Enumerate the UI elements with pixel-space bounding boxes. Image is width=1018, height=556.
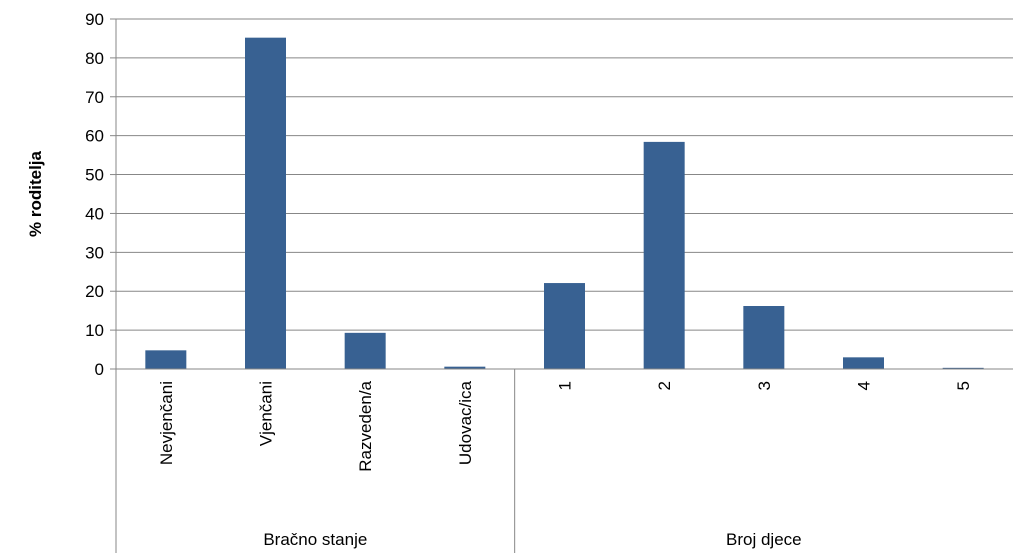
y-tick-label: 30 [85,243,104,262]
x-tick-label: Udovac/ica [456,380,475,465]
y-tick-labels: 0 10 20 30 40 50 60 70 80 90 [85,10,104,379]
x-tick-label: 5 [954,381,973,390]
axes [110,18,1013,553]
x-tick-label: 1 [556,381,575,390]
x-tick-label: Razveden/a [356,380,375,471]
group-labels: Bračno stanje Broj djece [263,530,801,549]
y-tick-label: 80 [85,49,104,68]
x-tick-labels: Nevjenčani Vjenčani Razveden/a Udovac/ica 1 2… [157,380,973,471]
bar-4 [544,283,585,369]
y-axis-title: % roditelja [26,150,45,237]
y-tick-label: 90 [85,10,104,29]
x-tick-label: 3 [755,381,774,390]
x-tick-label: 2 [655,381,674,390]
x-tick-label: Vjenčani [257,381,276,446]
bar-8 [942,367,984,369]
y-tick-label: 0 [95,360,104,379]
bar-1 [245,37,286,370]
bar-3 [444,366,486,369]
bar-7 [843,357,884,369]
y-tick-label: 70 [85,88,104,107]
bar-2 [344,332,386,369]
y-tick-label: 50 [85,166,104,185]
bar-6 [743,306,785,369]
y-tick-label: 10 [85,321,104,340]
bar-0 [145,350,187,369]
y-tick-label: 20 [85,282,104,301]
y-tick-label: 60 [85,127,104,146]
y-tick-label: 40 [85,204,104,223]
x-tick-label: Nevjenčani [157,381,176,465]
bar-5 [643,141,685,369]
x-tick-label: 4 [855,381,874,390]
group-label: Broj djece [726,530,802,549]
group-label: Bračno stanje [263,530,367,549]
bars [145,37,984,370]
